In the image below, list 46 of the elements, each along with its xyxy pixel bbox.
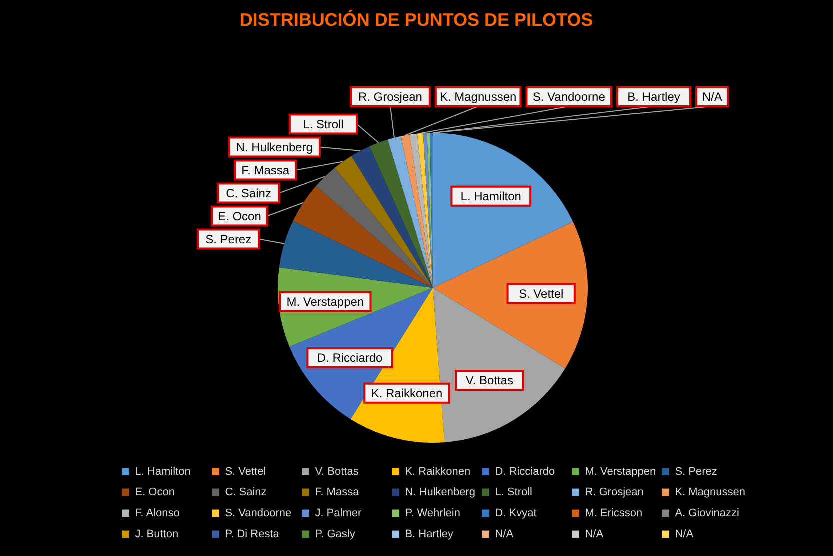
data-label: S. Perez	[206, 232, 252, 246]
legend-label: M. Verstappen	[585, 466, 656, 478]
data-label: L. Hamilton	[460, 189, 522, 204]
legend-label: F. Massa	[315, 486, 360, 498]
legend-label: A. Giovinazzi	[675, 508, 740, 520]
legend-label: J. Palmer	[315, 508, 362, 520]
legend-label: B. Hartley	[405, 528, 454, 540]
legend-label: S. Vandoorne	[225, 508, 292, 520]
data-label: K. Raikkonen	[371, 386, 443, 400]
data-label: R. Grosjean	[358, 90, 422, 104]
legend-label: N. Hulkenberg	[405, 486, 476, 498]
legend-label: K. Magnussen	[675, 486, 746, 498]
text: B. Hartley	[628, 90, 680, 104]
legend-label: L. Stroll	[495, 486, 532, 498]
legend-label: N/A	[495, 528, 514, 540]
legend-label: S. Perez	[675, 466, 718, 478]
legend-label: D. Kvyat	[495, 508, 537, 520]
legend-label: R. Grosjean	[585, 486, 644, 498]
legend-label: D. Ricciardo	[495, 466, 556, 478]
legend-label: P. Di Resta	[225, 528, 280, 540]
data-label: M. Verstappen	[286, 294, 364, 309]
legend-label: V. Bottas	[315, 466, 360, 478]
data-label: N. Hulkenberg	[236, 140, 313, 154]
data-label: F. Massa	[242, 163, 290, 178]
legend-label: E. Ocon	[135, 486, 175, 498]
data-label: S. Vettel	[518, 286, 564, 301]
data-label: V. Bottas	[466, 374, 514, 388]
legend-label: N/A	[585, 528, 604, 540]
legend-label: C. Sainz	[225, 486, 267, 498]
legend-label: N/A	[675, 528, 694, 540]
data-label: L. Stroll	[303, 117, 344, 132]
data-label: E. Ocon	[218, 209, 262, 224]
legend-label: K. Raikkonen	[405, 466, 471, 478]
data-label: K. Magnussen	[440, 90, 517, 104]
data-label: D. Ricciardo	[317, 350, 384, 365]
legend-label: P. Wehrlein	[405, 508, 460, 520]
legend-label: J. Button	[135, 528, 179, 540]
legend-label: S. Vettel	[225, 466, 266, 478]
legend-label: M. Ericsson	[585, 508, 643, 520]
chart-title: DISTRIBUCIÓN DE PUNTOS DE PILOTOS	[240, 10, 594, 30]
data-label: C. Sainz	[226, 186, 272, 200]
legend-label: L. Hamilton	[135, 466, 191, 478]
data-label: S. Vandoorne	[532, 90, 606, 104]
legend-label: P. Gasly	[315, 528, 356, 540]
text: N/A	[702, 90, 722, 104]
legend-label: F. Alonso	[135, 508, 180, 520]
